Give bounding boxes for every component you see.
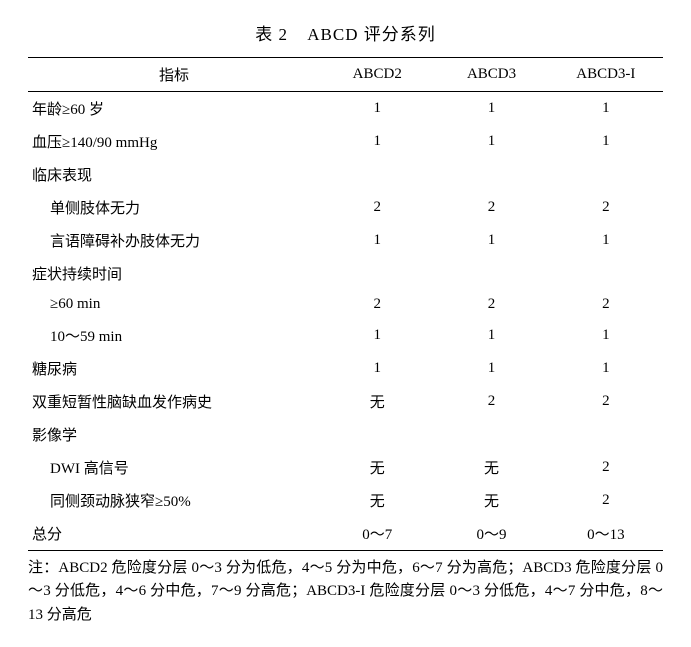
cell-label: 症状持续时间 — [28, 257, 320, 290]
cell-value: 1 — [320, 319, 434, 352]
cell-value — [434, 418, 548, 451]
cell-value: 1 — [549, 319, 663, 352]
cell-label: 临床表现 — [28, 158, 320, 191]
cell-value: 1 — [549, 352, 663, 385]
cell-label: 同侧颈动脉狭窄≥50% — [28, 484, 320, 517]
col-indicator: 指标 — [28, 58, 320, 92]
cell-value — [320, 158, 434, 191]
cell-value: 2 — [320, 191, 434, 224]
cell-value: 无 — [434, 484, 548, 517]
table-row: 10～59 min 1 1 1 — [28, 319, 663, 352]
table-row: 年龄≥60 岁 1 1 1 — [28, 92, 663, 126]
cell-label: 年龄≥60 岁 — [28, 92, 320, 126]
cell-value — [434, 257, 548, 290]
cell-value: 1 — [549, 92, 663, 126]
cell-label: 双重短暂性脑缺血发作病史 — [28, 385, 320, 418]
cell-value: 无 — [434, 451, 548, 484]
cell-value: 1 — [320, 125, 434, 158]
cell-value: 2 — [549, 385, 663, 418]
cell-value: 1 — [434, 224, 548, 257]
cell-value: 2 — [549, 191, 663, 224]
table-header-row: 指标 ABCD2 ABCD3 ABCD3-I — [28, 58, 663, 92]
cell-value: 2 — [434, 385, 548, 418]
cell-label: 血压≥140/90 mmHg — [28, 125, 320, 158]
cell-value: 无 — [320, 451, 434, 484]
cell-value: 0～7 — [320, 517, 434, 551]
cell-label: 影像学 — [28, 418, 320, 451]
table-row: 影像学 — [28, 418, 663, 451]
cell-label: ≥60 min — [28, 290, 320, 319]
cell-value — [320, 257, 434, 290]
table-footnote: 注：ABCD2 危险度分层 0～3 分为低危，4～5 分为中危，6～7 分为高危… — [28, 557, 663, 627]
cell-value: 1 — [320, 352, 434, 385]
cell-value: 0～13 — [549, 517, 663, 551]
cell-label: 总分 — [28, 517, 320, 551]
table-title-text: ABCD 评分系列 — [307, 25, 435, 44]
col-abcd3i: ABCD3-I — [549, 58, 663, 92]
cell-value: 无 — [320, 484, 434, 517]
cell-label: DWI 高信号 — [28, 451, 320, 484]
cell-value: 2 — [549, 451, 663, 484]
cell-value: 1 — [549, 125, 663, 158]
table-row: 临床表现 — [28, 158, 663, 191]
table-number: 表 2 — [255, 25, 288, 44]
table-row: 言语障碍补办肢体无力 1 1 1 — [28, 224, 663, 257]
cell-value — [549, 418, 663, 451]
cell-value — [549, 257, 663, 290]
cell-value: 2 — [434, 191, 548, 224]
cell-value: 1 — [434, 352, 548, 385]
cell-value: 无 — [320, 385, 434, 418]
cell-value: 1 — [320, 92, 434, 126]
cell-label: 糖尿病 — [28, 352, 320, 385]
table-row: DWI 高信号 无 无 2 — [28, 451, 663, 484]
cell-value: 2 — [549, 290, 663, 319]
cell-value: 2 — [549, 484, 663, 517]
cell-value: 1 — [434, 92, 548, 126]
cell-value: 1 — [434, 125, 548, 158]
table-row: 单侧肢体无力 2 2 2 — [28, 191, 663, 224]
cell-value: 1 — [320, 224, 434, 257]
table-row: 同侧颈动脉狭窄≥50% 无 无 2 — [28, 484, 663, 517]
score-table: 指标 ABCD2 ABCD3 ABCD3-I 年龄≥60 岁 1 1 1 血压≥… — [28, 57, 663, 551]
table-row: 血压≥140/90 mmHg 1 1 1 — [28, 125, 663, 158]
cell-value — [549, 158, 663, 191]
cell-value: 2 — [434, 290, 548, 319]
cell-value — [320, 418, 434, 451]
cell-value — [434, 158, 548, 191]
col-abcd3: ABCD3 — [434, 58, 548, 92]
table-row: 双重短暂性脑缺血发作病史 无 2 2 — [28, 385, 663, 418]
cell-label: 10～59 min — [28, 319, 320, 352]
table-title: 表 2 ABCD 评分系列 — [28, 20, 663, 45]
cell-label: 言语障碍补办肢体无力 — [28, 224, 320, 257]
cell-value: 0～9 — [434, 517, 548, 551]
table-row: ≥60 min 2 2 2 — [28, 290, 663, 319]
table-row: 糖尿病 1 1 1 — [28, 352, 663, 385]
cell-value: 1 — [549, 224, 663, 257]
cell-value: 2 — [320, 290, 434, 319]
cell-value: 1 — [434, 319, 548, 352]
cell-label: 单侧肢体无力 — [28, 191, 320, 224]
table-row: 症状持续时间 — [28, 257, 663, 290]
table-row-total: 总分 0～7 0～9 0～13 — [28, 517, 663, 551]
col-abcd2: ABCD2 — [320, 58, 434, 92]
